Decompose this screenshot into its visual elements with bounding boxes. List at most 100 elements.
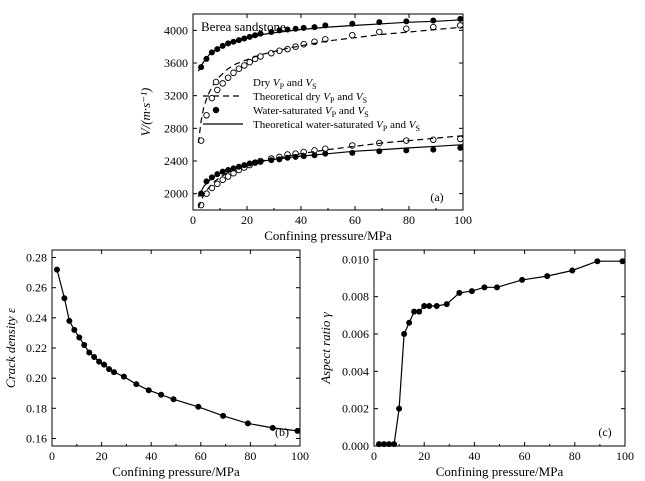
y-tick-label: 0.28 [26, 251, 47, 265]
data-point [493, 284, 500, 291]
legend-label-part: V [323, 91, 331, 103]
series-line-vs-7 [197, 144, 464, 198]
x-tick-label: 100 [291, 449, 309, 463]
legend-label-part: and [284, 77, 305, 89]
data-point [619, 258, 626, 265]
data-point [481, 284, 488, 291]
data-point [456, 289, 463, 296]
legend-label: Dry VP and VS [253, 77, 317, 91]
data-point [544, 273, 551, 280]
plot-frame [51, 249, 301, 447]
data-point [214, 86, 221, 94]
data-point [443, 301, 450, 308]
data-point [53, 266, 60, 273]
y-tick-label: 3600 [164, 56, 188, 70]
data-point [235, 65, 243, 72]
annotation-text: Berea sandstone [201, 19, 286, 34]
data-point [386, 441, 393, 448]
legend-label-part: V [273, 77, 281, 89]
x-tick-label: 80 [403, 213, 415, 227]
data-point [208, 94, 216, 102]
plot-frame [373, 249, 626, 447]
legend-marker [212, 78, 220, 86]
data-point [376, 441, 383, 448]
series-line-0 [379, 260, 623, 445]
y-tick-label: 0.000 [342, 439, 369, 453]
y-tick-label: 3200 [164, 89, 188, 103]
data-point [396, 405, 403, 412]
series-line-0 [56, 269, 298, 432]
data-point [241, 62, 248, 69]
legend-label-part: S [415, 124, 419, 133]
data-point [257, 53, 264, 60]
data-point [468, 288, 475, 295]
legend-label-part: S [364, 110, 368, 119]
data-point [76, 334, 83, 341]
data-point [219, 80, 226, 87]
panel-label: (a) [430, 190, 443, 204]
y-tick-label: 0.006 [342, 327, 369, 341]
panel-label: (b) [275, 425, 289, 439]
data-point [411, 308, 418, 315]
y-tick-label: 0.008 [342, 290, 369, 304]
data-point [195, 403, 202, 410]
data-point [401, 330, 408, 337]
x-tick-label: 60 [195, 449, 207, 463]
data-point [81, 341, 88, 348]
legend-label-part: S [363, 96, 367, 105]
x-tick-label: 40 [468, 449, 480, 463]
data-point [406, 319, 413, 326]
y-tick-label: 0.22 [26, 341, 47, 355]
x-tick-label: 40 [295, 213, 307, 227]
legend-label-part: P [332, 110, 337, 119]
x-tick-label: 20 [96, 449, 108, 463]
data-point [219, 176, 226, 184]
x-tick-label: 60 [519, 449, 531, 463]
legend-label: Theoretical dry VP and VS [253, 91, 367, 105]
y-tick-label: 0.002 [342, 402, 369, 416]
legend-label-part: V [356, 91, 364, 103]
x-axis-label: Confining pressure/MPa [112, 464, 240, 479]
legend-label-part: S [312, 82, 316, 91]
y-tick-label: 0.24 [26, 311, 47, 325]
legend-label: Water-saturated VP and VS [253, 105, 369, 119]
data-point [106, 366, 113, 373]
y-tick-label: 4000 [164, 23, 188, 37]
y-tick-label: 0.004 [342, 364, 369, 378]
x-tick-label: 0 [371, 449, 377, 463]
data-point [294, 427, 301, 434]
legend-label-part: V [357, 105, 365, 117]
chart-panel-2: 0 20 40 60 80 100 0.16 0.18 0.20 0.22 0.24 0.26 0.28… [3, 249, 309, 479]
x-tick-label: 20 [418, 449, 430, 463]
data-point [120, 373, 127, 380]
legend-label-part: Theoretical water-saturated [253, 119, 376, 131]
x-axis-label: Confining pressure/MPa [264, 228, 392, 243]
data-point [381, 441, 388, 448]
data-point [224, 74, 232, 81]
legend-label: Theoretical water-saturated VP and VS [253, 119, 420, 133]
series-line-vp-2 [197, 26, 464, 144]
series-line-vp-6 [197, 19, 464, 72]
data-point [457, 144, 464, 151]
data-point [269, 424, 276, 431]
data-point [91, 354, 98, 361]
chart-panel-1: 0 20 40 60 80 100 2000 2400 2800 3200 3600 4000 Conf… [138, 13, 472, 243]
data-point [403, 25, 410, 32]
legend-label-part: V [376, 119, 384, 131]
y-tick-label: 0.26 [26, 281, 47, 295]
legend-label-part: V [305, 77, 313, 89]
y-tick-label: 0.16 [26, 431, 47, 445]
data-point [594, 258, 601, 265]
y-tick-label: 0.010 [342, 252, 369, 266]
data-point [421, 302, 428, 309]
data-point [133, 381, 140, 388]
data-point [214, 180, 221, 188]
data-point [96, 358, 103, 365]
data-point [61, 295, 68, 302]
legend-label-part: Water-saturated [253, 105, 325, 117]
data-point [220, 412, 227, 419]
data-point [158, 391, 165, 398]
data-point [66, 317, 73, 324]
